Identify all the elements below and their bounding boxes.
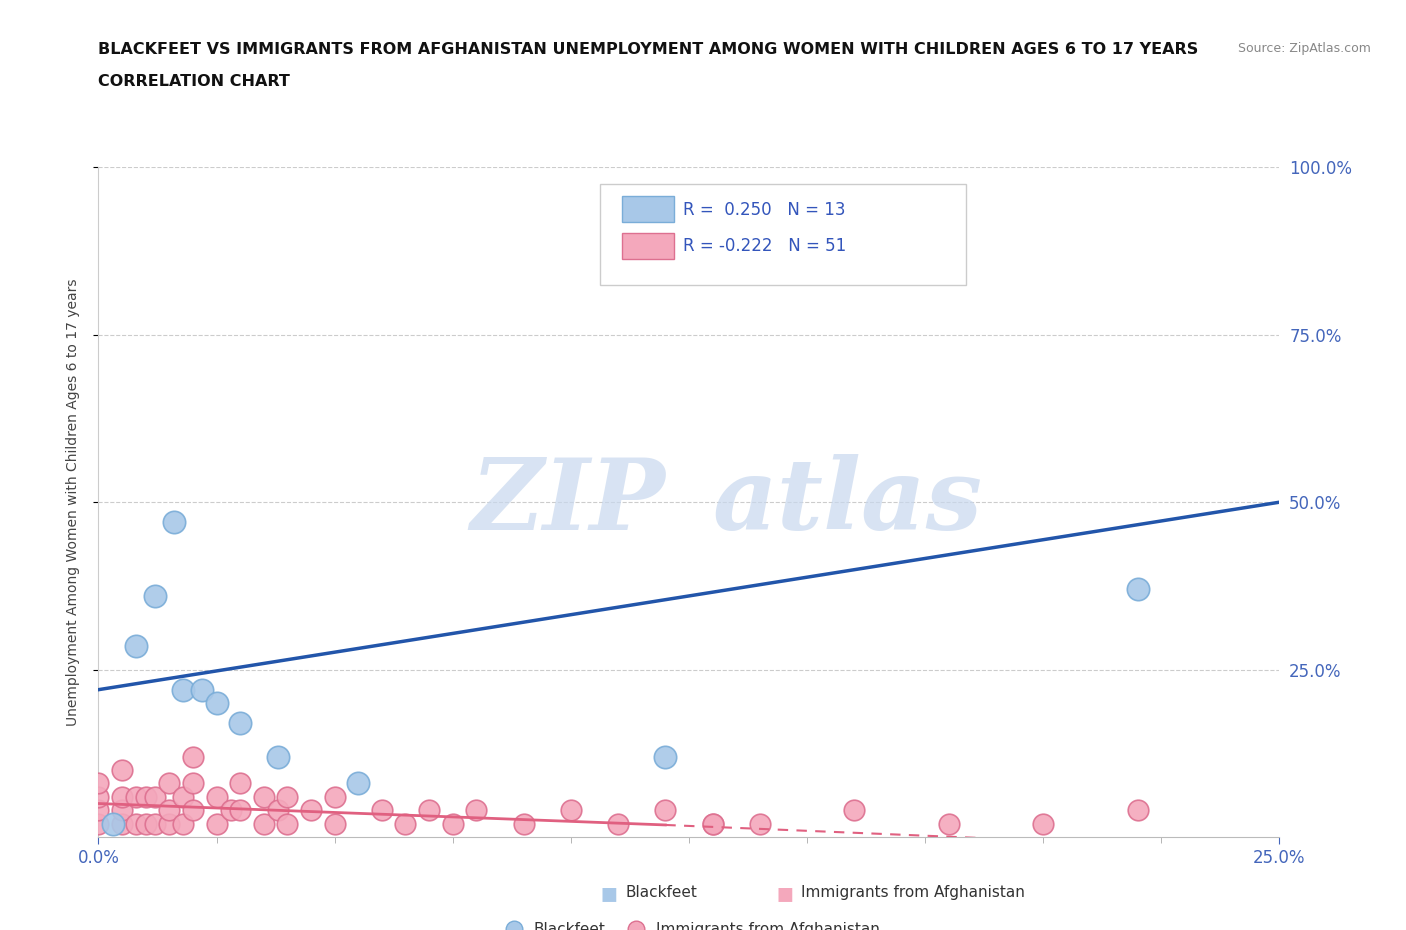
Point — [512, 817, 534, 831]
Text: ▪: ▪ — [776, 879, 794, 907]
Point — [323, 817, 346, 831]
Point — [172, 790, 194, 804]
Point — [157, 817, 180, 831]
Point — [844, 803, 866, 817]
Point — [441, 817, 464, 831]
Point — [229, 803, 252, 817]
Point — [253, 817, 276, 831]
Point — [1032, 817, 1054, 831]
Point — [101, 817, 124, 831]
Point — [87, 790, 110, 804]
Point — [560, 803, 582, 817]
FancyBboxPatch shape — [621, 196, 673, 222]
Point — [323, 790, 346, 804]
Point — [111, 803, 134, 817]
Point — [143, 790, 166, 804]
Point — [299, 803, 322, 817]
Point — [465, 803, 488, 817]
Point — [418, 803, 440, 817]
Point — [163, 515, 186, 530]
Point — [253, 790, 276, 804]
Text: ZIP: ZIP — [471, 454, 665, 551]
Point — [205, 817, 228, 831]
Text: atlas: atlas — [713, 454, 983, 551]
Point — [229, 716, 252, 731]
Point — [191, 683, 214, 698]
Text: Immigrants from Afghanistan: Immigrants from Afghanistan — [801, 885, 1025, 900]
Point — [267, 803, 290, 817]
Point — [157, 776, 180, 790]
Point — [125, 817, 148, 831]
Point — [654, 803, 676, 817]
Point — [125, 790, 148, 804]
Text: BLACKFEET VS IMMIGRANTS FROM AFGHANISTAN UNEMPLOYMENT AMONG WOMEN WITH CHILDREN : BLACKFEET VS IMMIGRANTS FROM AFGHANISTAN… — [98, 42, 1199, 57]
Point — [205, 696, 228, 711]
Point — [607, 817, 630, 831]
Legend: Blackfeet, Immigrants from Afghanistan: Blackfeet, Immigrants from Afghanistan — [492, 916, 886, 930]
Point — [1126, 803, 1149, 817]
Point — [702, 817, 724, 831]
Point — [267, 750, 290, 764]
Point — [394, 817, 416, 831]
Point — [1126, 582, 1149, 597]
FancyBboxPatch shape — [600, 184, 966, 285]
Point — [87, 803, 110, 817]
Point — [205, 790, 228, 804]
Point — [654, 750, 676, 764]
FancyBboxPatch shape — [621, 233, 673, 259]
Text: ▪: ▪ — [600, 879, 619, 907]
Point — [181, 776, 204, 790]
Point — [181, 803, 204, 817]
Text: R =  0.250   N = 13: R = 0.250 N = 13 — [683, 201, 845, 219]
Point — [111, 790, 134, 804]
Point — [276, 817, 298, 831]
Point — [125, 639, 148, 654]
Point — [135, 817, 157, 831]
Text: Blackfeet: Blackfeet — [626, 885, 697, 900]
Point — [143, 817, 166, 831]
Point — [135, 790, 157, 804]
Point — [87, 776, 110, 790]
Point — [702, 817, 724, 831]
Point — [143, 589, 166, 604]
Point — [172, 683, 194, 698]
Point — [219, 803, 242, 817]
Point — [371, 803, 394, 817]
Point — [172, 817, 194, 831]
Point — [229, 776, 252, 790]
Point — [276, 790, 298, 804]
Text: CORRELATION CHART: CORRELATION CHART — [98, 74, 290, 89]
Point — [181, 750, 204, 764]
Point — [157, 803, 180, 817]
Y-axis label: Unemployment Among Women with Children Ages 6 to 17 years: Unemployment Among Women with Children A… — [66, 278, 80, 726]
Point — [111, 763, 134, 777]
Point — [111, 817, 134, 831]
Point — [938, 817, 960, 831]
Point — [748, 817, 770, 831]
Text: R = -0.222   N = 51: R = -0.222 N = 51 — [683, 237, 846, 256]
Point — [87, 817, 110, 831]
Text: Source: ZipAtlas.com: Source: ZipAtlas.com — [1237, 42, 1371, 55]
Point — [347, 776, 370, 790]
